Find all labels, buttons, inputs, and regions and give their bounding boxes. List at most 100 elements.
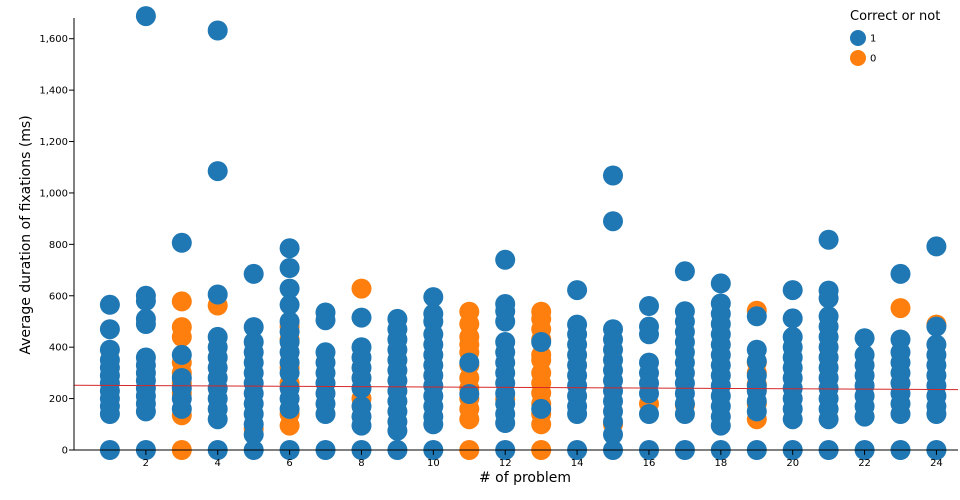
data-point-1 [567,404,588,424]
data-point-1 [135,314,156,334]
x-tick-label: 20 [786,458,799,469]
data-point-1 [710,273,731,294]
data-point-1 [746,351,767,372]
data-point-1 [279,238,300,259]
data-point-1 [746,401,767,422]
data-point-1 [495,249,516,270]
y-tick-label: 1,400 [39,86,68,97]
data-point-1 [531,398,552,419]
legend-label: 1 [870,34,876,45]
data-point-1 [99,294,120,315]
data-point-1 [99,404,120,424]
data-point-1 [782,308,803,329]
legend-label: 0 [870,54,876,65]
data-point-1 [818,409,839,430]
data-point-0 [531,414,552,435]
data-point-1 [531,332,552,352]
data-point-1 [171,232,192,253]
data-point-1 [171,344,192,365]
data-point-1 [243,263,264,284]
x-tick-label: 18 [714,458,727,469]
data-point-0 [171,291,192,312]
data-point-1 [926,236,947,257]
data-point-1 [351,378,372,399]
y-tick-label: 1,000 [39,188,68,199]
data-point-1 [818,229,839,250]
data-point-1 [639,383,659,404]
data-point-1 [639,404,659,424]
data-point-1 [854,328,875,349]
data-point-1 [639,296,659,316]
x-tick-label: 12 [499,458,512,469]
x-tick-label: 10 [427,458,440,469]
data-point-1 [495,311,516,332]
data-point-1 [135,290,156,311]
x-tick-label: 6 [286,458,292,469]
x-tick-label: 16 [643,458,656,469]
data-point-1 [279,294,300,315]
data-point-1 [279,362,300,383]
data-point-1 [639,324,659,345]
data-point-1 [603,165,623,186]
data-point-1 [243,424,264,445]
data-point-1 [495,413,516,433]
data-point-1 [207,284,228,305]
data-point-1 [315,404,336,424]
data-point-1 [279,278,300,299]
data-point-1 [315,310,336,331]
trend-line [73,384,959,391]
data-points [99,6,947,460]
data-point-1 [746,306,767,327]
x-axis-title: # of problem [479,470,571,486]
legend: Correct or not 1 0 [850,9,940,66]
data-point-1 [459,384,480,404]
y-tick-label: 800 [49,240,68,251]
data-point-1 [854,406,875,427]
data-point-1 [710,415,731,436]
x-tick-label: 4 [215,458,221,469]
data-point-1 [171,398,192,419]
data-point-1 [423,414,444,435]
data-point-0 [890,298,911,319]
data-point-0 [351,278,372,299]
data-point-1 [890,263,911,284]
x-tick-label: 2 [143,458,149,469]
x-tick-label: 8 [358,458,364,469]
y-tick-label: 1,200 [39,137,68,148]
data-point-0 [279,415,300,436]
legend-swatch [850,30,866,46]
data-point-1 [207,409,228,430]
data-point-1 [567,280,588,301]
data-point-1 [926,316,947,337]
data-point-1 [135,6,156,27]
data-point-1 [818,288,839,309]
data-point-1 [674,404,695,424]
data-point-1 [243,317,264,338]
y-tick-label: 200 [49,394,68,405]
legend-swatch [850,50,866,66]
x-tick-label: 22 [858,458,871,469]
data-point-1 [207,161,228,182]
data-point-1 [279,398,300,419]
data-point-1 [782,280,803,301]
data-point-1 [135,401,156,422]
data-point-1 [207,20,228,41]
data-point-1 [279,258,300,278]
data-point-1 [890,404,911,424]
data-point-0 [459,409,480,430]
y-tick-label: 600 [49,291,68,302]
y-tick-label: 1,600 [39,34,68,45]
legend-title: Correct or not [850,9,940,24]
data-point-1 [603,211,623,232]
data-point-1 [351,307,372,328]
x-tick-label: 24 [930,458,943,469]
data-point-1 [387,420,408,441]
y-tick-label: 400 [49,343,68,354]
x-tick-label: 14 [571,458,584,469]
data-point-1 [674,261,695,282]
y-axis-title: Average duration of fixations (ms) [18,115,34,354]
data-point-1 [99,319,120,340]
data-point-1 [459,352,480,373]
